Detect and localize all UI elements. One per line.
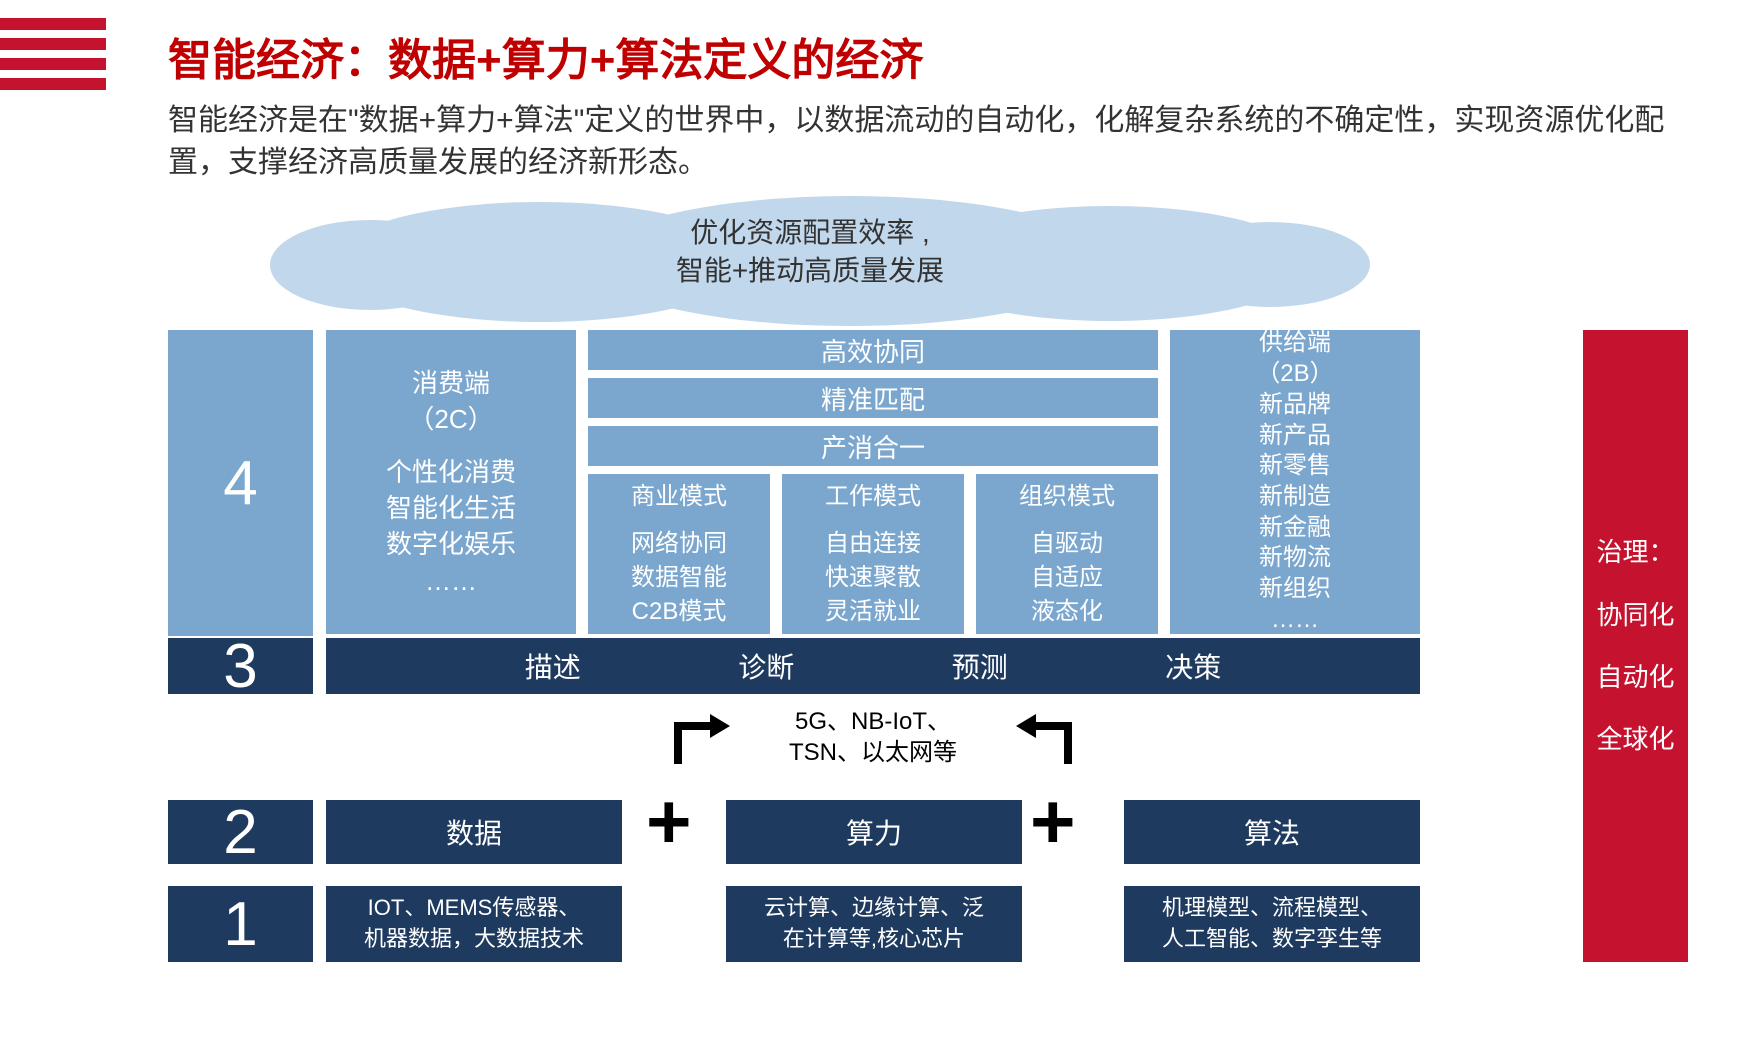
supply-l3: 新零售 <box>1256 451 1333 482</box>
plus-icon-2: + <box>1030 782 1076 860</box>
between-l2: TSN、以太网等 <box>728 737 1018 768</box>
mode-work-l3: 灵活就业 <box>825 595 921 629</box>
l3-diagnose: 诊断 <box>738 646 794 686</box>
consumer-2c-box: 消费端 （2C） 个性化消费 智能化生活 数字化娱乐 …… <box>326 330 576 634</box>
header-stripes <box>0 18 106 98</box>
gov-line2: 协同化 <box>1596 584 1674 646</box>
l1-a2: 机器数据，大数据技术 <box>364 924 584 955</box>
governance-column: 治理： 协同化 自动化 全球化 <box>1583 330 1688 962</box>
l1-b1: 云计算、边缘计算、泛 <box>764 893 984 924</box>
mode-org: 组织模式 自驱动 自适应 液态化 <box>976 474 1158 634</box>
mode-biz-l2: 数据智能 <box>631 561 727 595</box>
supply-l7: 新组织 <box>1256 574 1333 605</box>
bar-match: 精准匹配 <box>588 378 1158 418</box>
supply-l1: 新品牌 <box>1256 390 1333 421</box>
mode-biz-l3: C2B模式 <box>631 595 727 629</box>
gov-line3: 自动化 <box>1596 646 1674 708</box>
l1-algo-box: 机理模型、流程模型、 人工智能、数字孪生等 <box>1124 886 1420 962</box>
supply-l5: 新金融 <box>1256 513 1333 544</box>
bar-prosumer: 产消合一 <box>588 426 1158 466</box>
mode-work-title: 工作模式 <box>825 480 921 514</box>
mode-biz-title: 商业模式 <box>631 480 727 514</box>
l1-c1: 机理模型、流程模型、 <box>1162 893 1382 924</box>
mode-org-title: 组织模式 <box>1019 480 1115 514</box>
gov-line1: 治理： <box>1596 521 1674 583</box>
bar-efficient: 高效协同 <box>588 330 1158 370</box>
page-subtitle: 智能经济是在"数据+算力+算法"定义的世界中，以数据流动的自动化，化解复杂系统的… <box>168 100 1704 184</box>
supply-l8: …… <box>1256 605 1333 636</box>
mode-biz-l1: 网络协同 <box>631 527 727 561</box>
consumer-l3: 数字化娱乐 <box>386 526 516 562</box>
mode-work-l1: 自由连接 <box>825 527 921 561</box>
consumer-l2: 智能化生活 <box>386 490 516 526</box>
l3-decide: 决策 <box>1165 646 1221 686</box>
consumer-l4: …… <box>386 563 516 599</box>
l3-describe: 描述 <box>525 646 581 686</box>
consumer-l1: 个性化消费 <box>386 454 516 490</box>
layer-num-2: 2 <box>168 800 313 864</box>
page-title: 智能经济：数据+算力+算法定义的经济 <box>168 24 923 88</box>
supply-2b-box: 供给端 （2B） 新品牌 新产品 新零售 新制造 新金融 新物流 新组织 …… <box>1170 330 1420 634</box>
l1-data-box: IOT、MEMS传感器、 机器数据，大数据技术 <box>326 886 622 962</box>
cloud-callout: 优化资源配置效率 , 智能+推动高质量发展 <box>330 196 1290 316</box>
consumer-title1: 消费端 <box>386 365 516 401</box>
layer-num-4: 4 <box>168 330 313 636</box>
plus-icon-1: + <box>646 782 692 860</box>
layer-num-1: 1 <box>168 886 313 962</box>
l3-predict: 预测 <box>952 646 1008 686</box>
l1-c2: 人工智能、数字孪生等 <box>1162 924 1382 955</box>
mode-work: 工作模式 自由连接 快速聚散 灵活就业 <box>782 474 964 634</box>
mode-org-l3: 液态化 <box>1019 595 1115 629</box>
l2-data: 数据 <box>326 800 622 864</box>
arrow-left-up-icon <box>668 706 738 770</box>
supply-l2: 新产品 <box>1256 421 1333 452</box>
between-tech-text: 5G、NB-IoT、 TSN、以太网等 <box>728 706 1018 768</box>
mode-work-l2: 快速聚散 <box>825 561 921 595</box>
layer-num-3: 3 <box>168 638 313 694</box>
consumer-title2: （2C） <box>386 401 516 437</box>
layer3-row: 描述 诊断 预测 决策 <box>326 638 1420 694</box>
mode-org-l1: 自驱动 <box>1019 527 1115 561</box>
l2-algo: 算法 <box>1124 800 1420 864</box>
l1-compute-box: 云计算、边缘计算、泛 在计算等,核心芯片 <box>726 886 1022 962</box>
supply-l6: 新物流 <box>1256 543 1333 574</box>
supply-l4: 新制造 <box>1256 482 1333 513</box>
l1-b2: 在计算等,核心芯片 <box>764 924 984 955</box>
mode-org-l2: 自适应 <box>1019 561 1115 595</box>
mode-business: 商业模式 网络协同 数据智能 C2B模式 <box>588 474 770 634</box>
l1-a1: IOT、MEMS传感器、 <box>364 893 584 924</box>
gov-line4: 全球化 <box>1596 708 1674 770</box>
supply-title2: （2B） <box>1256 359 1333 390</box>
supply-title1: 供给端 <box>1256 328 1333 359</box>
arrow-right-up-icon <box>1008 706 1078 770</box>
cloud-line2: 智能+推动高质量发展 <box>330 252 1290 290</box>
cloud-line1: 优化资源配置效率 , <box>330 214 1290 252</box>
between-l1: 5G、NB-IoT、 <box>728 706 1018 737</box>
l2-compute: 算力 <box>726 800 1022 864</box>
